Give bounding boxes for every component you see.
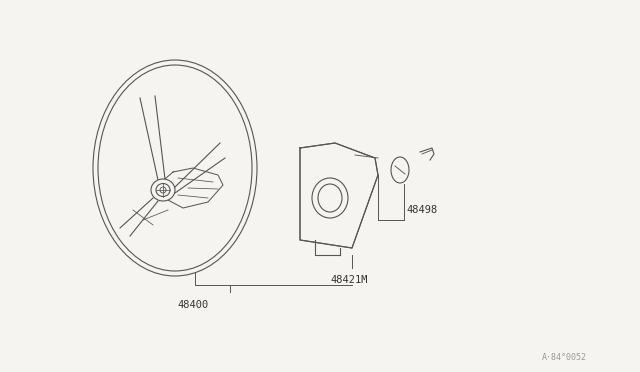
Text: A·84°0052: A·84°0052	[542, 353, 587, 362]
Ellipse shape	[391, 157, 409, 183]
Ellipse shape	[151, 179, 175, 201]
Ellipse shape	[318, 184, 342, 212]
Text: 48498: 48498	[406, 205, 437, 215]
Ellipse shape	[312, 178, 348, 218]
Ellipse shape	[98, 65, 252, 271]
Ellipse shape	[160, 187, 166, 193]
Text: 48421M: 48421M	[330, 275, 367, 285]
Polygon shape	[300, 143, 378, 248]
Text: 48400: 48400	[177, 300, 209, 310]
Ellipse shape	[156, 183, 170, 196]
